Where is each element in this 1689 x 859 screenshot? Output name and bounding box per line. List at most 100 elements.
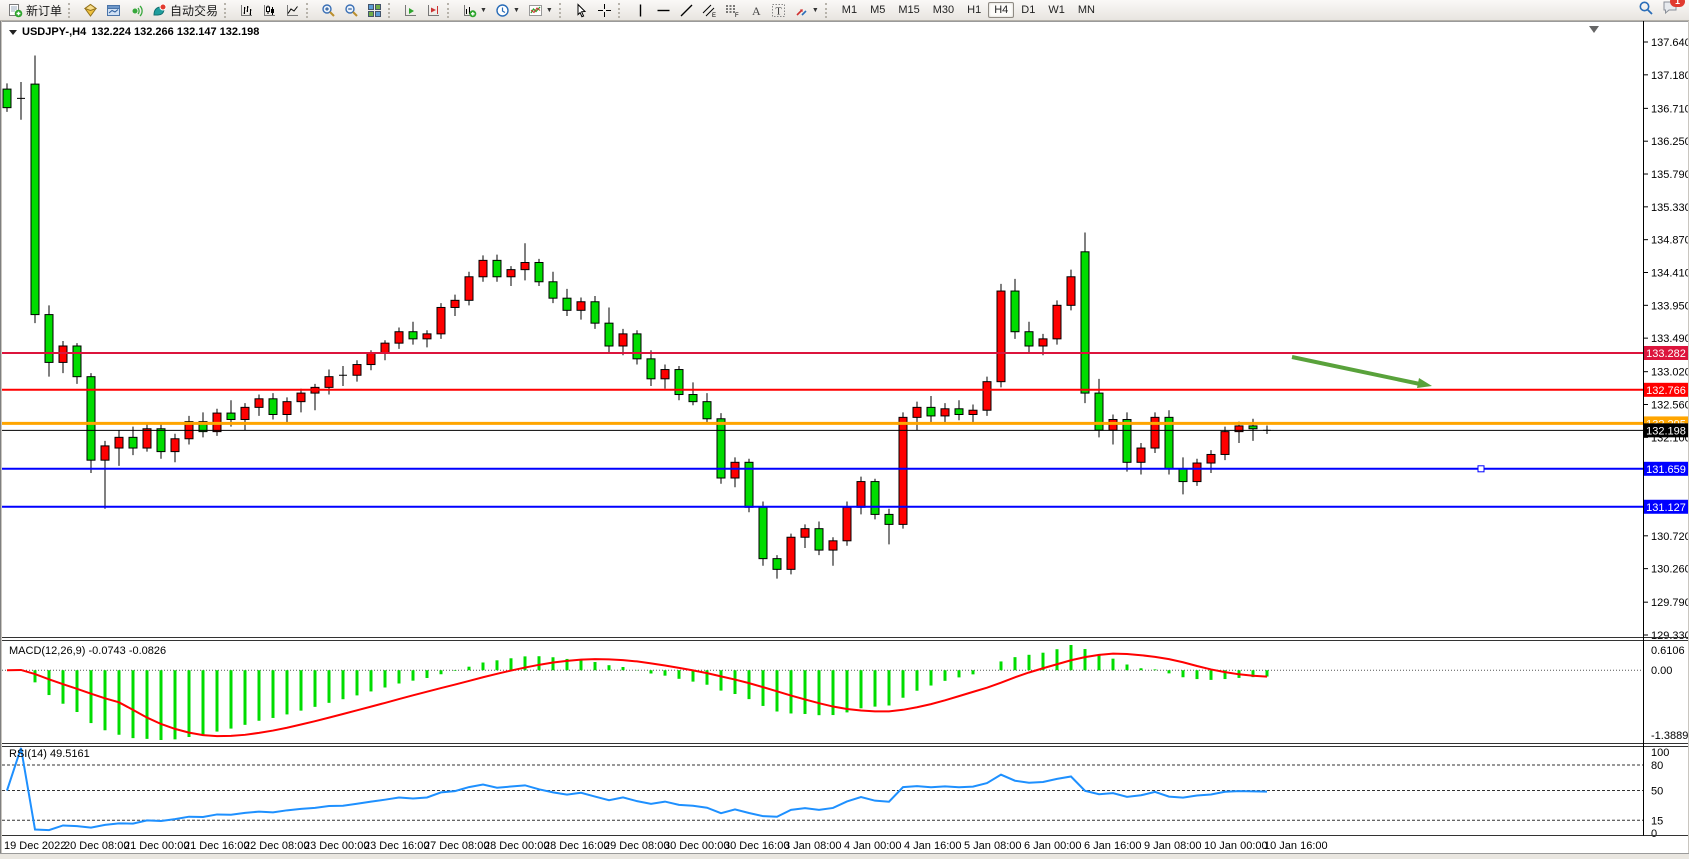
bid-price-badge xyxy=(1644,423,1689,438)
timeframe-button-m5[interactable]: M5 xyxy=(870,4,886,16)
toolbar-grip xyxy=(306,2,315,18)
zoom-in-button[interactable] xyxy=(317,2,340,19)
timeframe-button-mn[interactable]: MN xyxy=(1077,4,1095,16)
zoom-out-button[interactable] xyxy=(340,2,363,19)
line-chart-icon xyxy=(285,3,300,18)
cursor-icon xyxy=(574,2,589,18)
bar-chart-button[interactable] xyxy=(235,2,258,19)
price-tick-label: 134.410 xyxy=(1651,267,1689,279)
terminal-button[interactable] xyxy=(102,2,125,19)
auto-trading-button[interactable]: 自动交易 xyxy=(148,2,222,19)
time-tick-label: 10 Jan 00:00 xyxy=(1204,840,1268,852)
bar-chart-icon xyxy=(239,3,254,18)
svg-text:A: A xyxy=(752,4,761,18)
timeframe-button-h4[interactable]: H4 xyxy=(988,2,1015,18)
search-icon[interactable] xyxy=(1638,0,1654,21)
new-chart-button[interactable]: ▼ xyxy=(458,2,491,19)
toolbar-grip xyxy=(617,2,627,18)
arrows-icon xyxy=(794,3,809,18)
timeframe-button-h1[interactable]: H1 xyxy=(967,4,982,16)
horizontal-line-tool-button[interactable] xyxy=(652,2,675,19)
price-level-badge-text: 131.127 xyxy=(1646,502,1686,514)
macd-panel[interactable]: 0.6106 0.00 -1.3889 xyxy=(2,645,1688,742)
price-tick-label: 134.870 xyxy=(1651,235,1689,247)
trend-arrow[interactable] xyxy=(1291,355,1432,388)
timeframe-button-w1[interactable]: W1 xyxy=(1048,4,1065,16)
fibonacci-tool-button[interactable]: F xyxy=(721,2,744,19)
timeframe-group: M1 M5 M15 M30 H1 H4 D1 W1 MN xyxy=(836,2,1101,18)
horizontal-line-icon xyxy=(656,3,671,18)
chart-shift-button[interactable] xyxy=(422,2,445,19)
toolbar-grip xyxy=(388,2,397,18)
price-tick-label: 129.330 xyxy=(1651,630,1689,642)
terminal-icon xyxy=(106,3,121,18)
trendline-tool-button[interactable] xyxy=(675,2,698,19)
bid-price-line: 132.198 xyxy=(2,423,1689,438)
notification-badge: 1 xyxy=(1670,0,1685,7)
chart-shift-marker[interactable] xyxy=(1589,26,1599,33)
auto-scroll-button[interactable] xyxy=(399,2,422,19)
chart-shift-icon xyxy=(426,3,441,18)
chart-window: USDJPY-,H4 132.224 132.266 132.147 132.1… xyxy=(0,21,1689,859)
price-tick-label: 136.250 xyxy=(1651,136,1689,148)
price-level-badge xyxy=(1644,461,1689,476)
tile-windows-button[interactable] xyxy=(363,2,386,19)
timeframe-button-d1[interactable]: D1 xyxy=(1021,4,1036,16)
price-tick-label: 130.720 xyxy=(1651,531,1689,543)
cursor-tool-button[interactable] xyxy=(570,2,593,19)
time-tick-label: 3 Jan 08:00 xyxy=(784,840,842,852)
dropdown-caret-icon: ▼ xyxy=(811,6,819,14)
time-tick-label: 30 Dec 00:00 xyxy=(664,840,729,852)
ohlc-values-text: 132.224 132.266 132.147 132.198 xyxy=(91,26,260,38)
label-tool-button[interactable]: T xyxy=(767,2,790,19)
timeframe-button-m15[interactable]: M15 xyxy=(898,4,920,16)
crosshair-tool-button[interactable] xyxy=(593,2,616,19)
candlestick-chart-button[interactable] xyxy=(258,2,281,19)
price-tick-label: 133.490 xyxy=(1651,333,1689,345)
signals-button[interactable] xyxy=(125,2,148,19)
rsi-value: 49.5161 xyxy=(49,748,90,760)
notifications-button[interactable]: 1 xyxy=(1662,0,1685,20)
timeframe-button-m1[interactable]: M1 xyxy=(841,4,858,16)
time-tick-label: 23 Dec 16:00 xyxy=(364,840,429,852)
main-toolbar: 新订单 自动交易 ▼ ▼ ▼ E F A T ▼ M1 M5 M15 M30 H1 H4 D… xyxy=(0,0,1689,21)
time-tick-label: 6 Jan 00:00 xyxy=(1024,840,1082,852)
chart-canvas[interactable]: 137.640 137.180 136.710 136.250 135.790 135.3… xyxy=(0,21,1689,859)
timeframe-button-m30[interactable]: M30 xyxy=(932,4,955,16)
price-axis[interactable]: 137.640 137.180 136.710 136.250 135.790 135.3… xyxy=(1643,37,1689,642)
time-tick-label: 28 Dec 00:00 xyxy=(484,840,549,852)
price-tick-label: 135.330 xyxy=(1651,202,1689,214)
price-tick-label: 133.950 xyxy=(1651,300,1689,312)
metaeditor-icon xyxy=(83,3,98,18)
line-handle[interactable] xyxy=(1477,465,1485,473)
channel-tool-button[interactable]: E xyxy=(698,2,721,19)
rsi-name: RSI(14) xyxy=(9,748,47,760)
new-order-label: 新订单 xyxy=(26,3,63,18)
price-tick-label: 136.710 xyxy=(1651,103,1689,115)
equidistant-channel-icon: E xyxy=(702,3,717,18)
new-order-button[interactable]: 新订单 xyxy=(4,2,66,19)
periods-button[interactable]: ▼ xyxy=(491,2,524,19)
time-tick-label: 29 Dec 08:00 xyxy=(604,840,669,852)
text-tool-button[interactable]: A xyxy=(744,2,767,19)
chart-menu-arrow-icon[interactable] xyxy=(9,29,17,35)
text-icon: A xyxy=(748,3,763,18)
indicators-button[interactable]: ▼ xyxy=(524,2,557,19)
arrows-tool-button[interactable]: ▼ xyxy=(790,2,823,19)
time-tick-label: 21 Dec 00:00 xyxy=(124,840,189,852)
toolbar-right: 1 xyxy=(1638,0,1685,21)
metaeditor-button[interactable] xyxy=(79,2,102,19)
toolbar-grip xyxy=(447,2,456,18)
time-tick-label: 5 Jan 08:00 xyxy=(964,840,1022,852)
line-chart-button[interactable] xyxy=(281,2,304,19)
price-tick-label: 137.640 xyxy=(1651,37,1689,49)
toolbar-grip xyxy=(824,2,834,18)
rsi-axis-label: 50 xyxy=(1651,786,1663,798)
toolbar-grip xyxy=(224,2,233,18)
vertical-line-tool-button[interactable] xyxy=(629,2,652,19)
rsi-indicator-label: RSI(14) 49.5161 xyxy=(9,748,90,760)
price-level-badge-text: 133.282 xyxy=(1646,348,1686,360)
